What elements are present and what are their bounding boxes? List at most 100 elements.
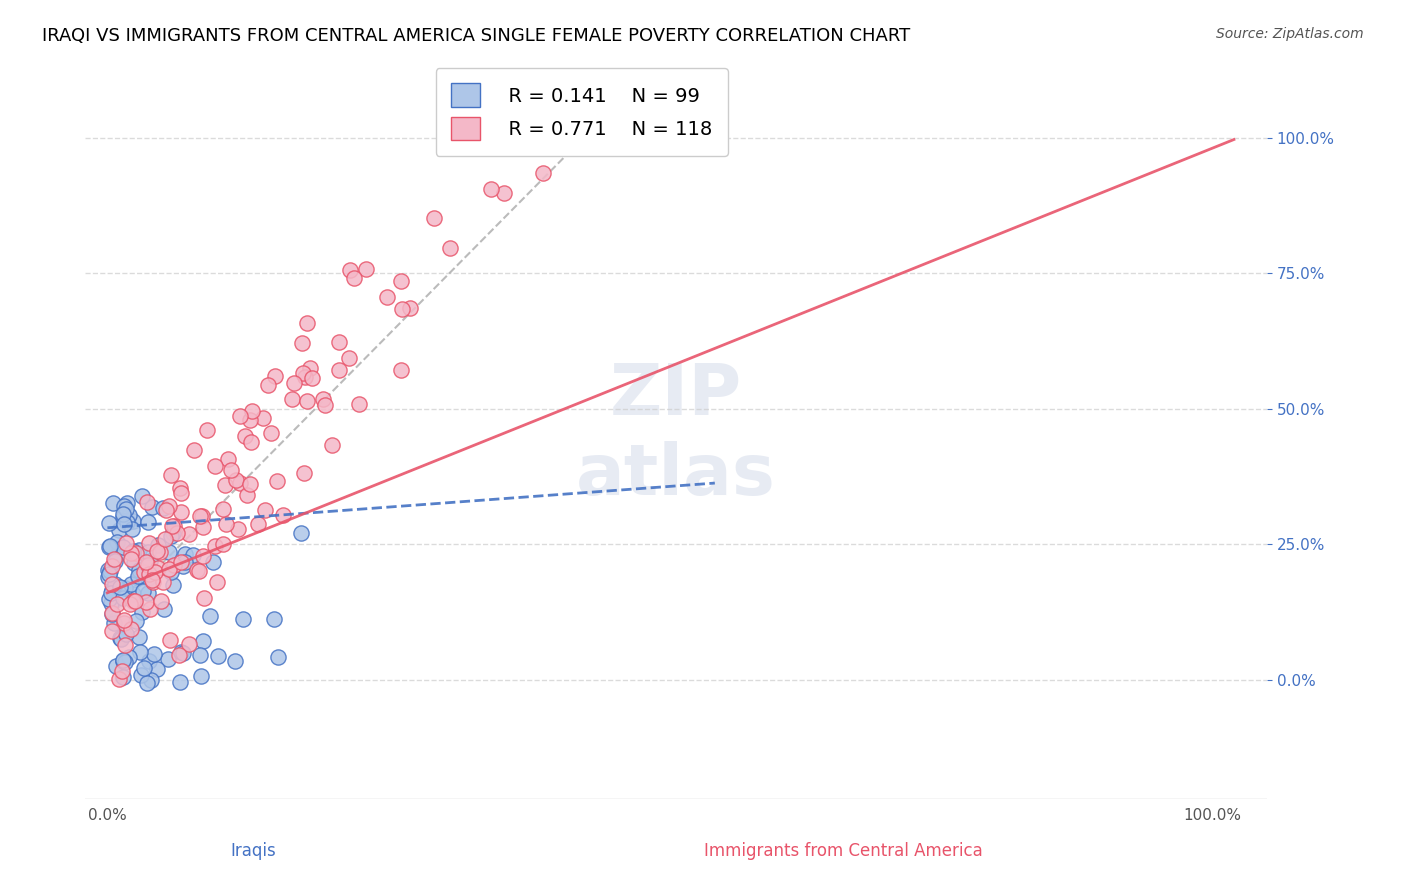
Iraqis — [112, 509, 135, 524]
Iraqis — [290, 526, 312, 541]
Iraqis — [129, 668, 152, 682]
Iraqis — [134, 661, 156, 675]
Iraqis — [200, 609, 222, 624]
Immigrants from Central America — [122, 594, 145, 608]
Iraqis — [232, 612, 254, 626]
Iraqis — [136, 544, 159, 558]
Text: ZIP
atlas: ZIP atlas — [576, 361, 776, 510]
Iraqis — [141, 573, 163, 587]
Immigrants from Central America — [247, 516, 270, 531]
Immigrants from Central America — [221, 463, 243, 477]
Immigrants from Central America — [398, 301, 420, 315]
Iraqis — [111, 654, 134, 668]
Immigrants from Central America — [170, 485, 193, 500]
Immigrants from Central America — [191, 520, 214, 534]
Immigrants from Central America — [108, 672, 131, 686]
Immigrants from Central America — [125, 546, 148, 560]
Immigrants from Central America — [259, 425, 281, 440]
Iraqis — [97, 563, 120, 577]
Immigrants from Central America — [163, 518, 186, 533]
Iraqis — [114, 627, 136, 641]
Iraqis — [121, 523, 143, 537]
Iraqis — [138, 571, 160, 585]
Iraqis — [266, 649, 288, 664]
Immigrants from Central America — [188, 509, 211, 524]
Immigrants from Central America — [149, 545, 172, 559]
Immigrants from Central America — [297, 316, 319, 330]
Immigrants from Central America — [389, 363, 412, 377]
Iraqis — [127, 571, 149, 585]
Immigrants from Central America — [142, 575, 165, 590]
Immigrants from Central America — [343, 270, 366, 285]
Immigrants from Central America — [354, 262, 377, 277]
Iraqis — [115, 501, 138, 516]
Immigrants from Central America — [212, 537, 235, 551]
Immigrants from Central America — [205, 574, 228, 589]
Iraqis — [105, 534, 128, 549]
Immigrants from Central America — [193, 549, 215, 563]
Iraqis — [191, 633, 214, 648]
Immigrants from Central America — [312, 392, 335, 406]
Iraqis — [224, 655, 246, 669]
Immigrants from Central America — [264, 369, 287, 384]
Iraqis — [98, 592, 121, 607]
Iraqis — [98, 566, 121, 581]
Immigrants from Central America — [294, 369, 316, 384]
Iraqis — [118, 508, 141, 522]
Iraqis — [112, 591, 135, 606]
Immigrants from Central America — [179, 527, 201, 541]
Immigrants from Central America — [226, 522, 249, 536]
Text: Iraqis: Iraqis — [231, 842, 276, 860]
Immigrants from Central America — [155, 532, 177, 546]
Immigrants from Central America — [337, 351, 360, 365]
Immigrants from Central America — [292, 466, 315, 480]
Immigrants from Central America — [135, 595, 157, 609]
Iraqis — [111, 653, 134, 667]
Iraqis — [101, 496, 124, 510]
Immigrants from Central America — [191, 508, 214, 523]
Iraqis — [263, 612, 285, 626]
Immigrants from Central America — [328, 335, 350, 350]
Immigrants from Central America — [120, 546, 142, 560]
Immigrants from Central America — [118, 597, 141, 611]
Immigrants from Central America — [252, 411, 274, 425]
Immigrants from Central America — [240, 435, 263, 450]
Immigrants from Central America — [120, 622, 142, 636]
Iraqis — [174, 547, 197, 561]
Immigrants from Central America — [233, 429, 256, 443]
Immigrants from Central America — [120, 552, 142, 566]
Iraqis — [107, 523, 129, 537]
Immigrants from Central America — [186, 563, 208, 577]
Iraqis — [100, 607, 122, 621]
Iraqis — [190, 648, 212, 662]
Immigrants from Central America — [135, 555, 157, 569]
Iraqis — [139, 673, 162, 688]
Immigrants from Central America — [217, 452, 239, 467]
Immigrants from Central America — [136, 495, 159, 509]
Iraqis — [108, 631, 131, 645]
Immigrants from Central America — [492, 186, 515, 200]
Iraqis — [131, 489, 153, 503]
Immigrants from Central America — [228, 476, 250, 491]
Legend:   R = 0.141    N = 99,   R = 0.771    N = 118: R = 0.141 N = 99, R = 0.771 N = 118 — [436, 68, 728, 156]
Iraqis — [170, 645, 193, 659]
Iraqis — [104, 554, 127, 568]
Iraqis — [112, 499, 135, 513]
Iraqis — [181, 548, 204, 562]
Immigrants from Central America — [101, 576, 124, 591]
Iraqis — [103, 616, 125, 631]
Immigrants from Central America — [149, 594, 172, 608]
Iraqis — [135, 675, 157, 690]
Immigrants from Central America — [295, 393, 318, 408]
Iraqis — [141, 500, 163, 514]
Iraqis — [97, 516, 120, 530]
Immigrants from Central America — [148, 561, 170, 575]
Immigrants from Central America — [159, 499, 181, 513]
Iraqis — [207, 648, 229, 663]
Immigrants from Central America — [136, 558, 159, 573]
Immigrants from Central America — [195, 423, 218, 437]
Immigrants from Central America — [101, 606, 124, 620]
Immigrants from Central America — [531, 166, 554, 180]
Immigrants from Central America — [167, 648, 190, 662]
Iraqis — [138, 654, 160, 668]
